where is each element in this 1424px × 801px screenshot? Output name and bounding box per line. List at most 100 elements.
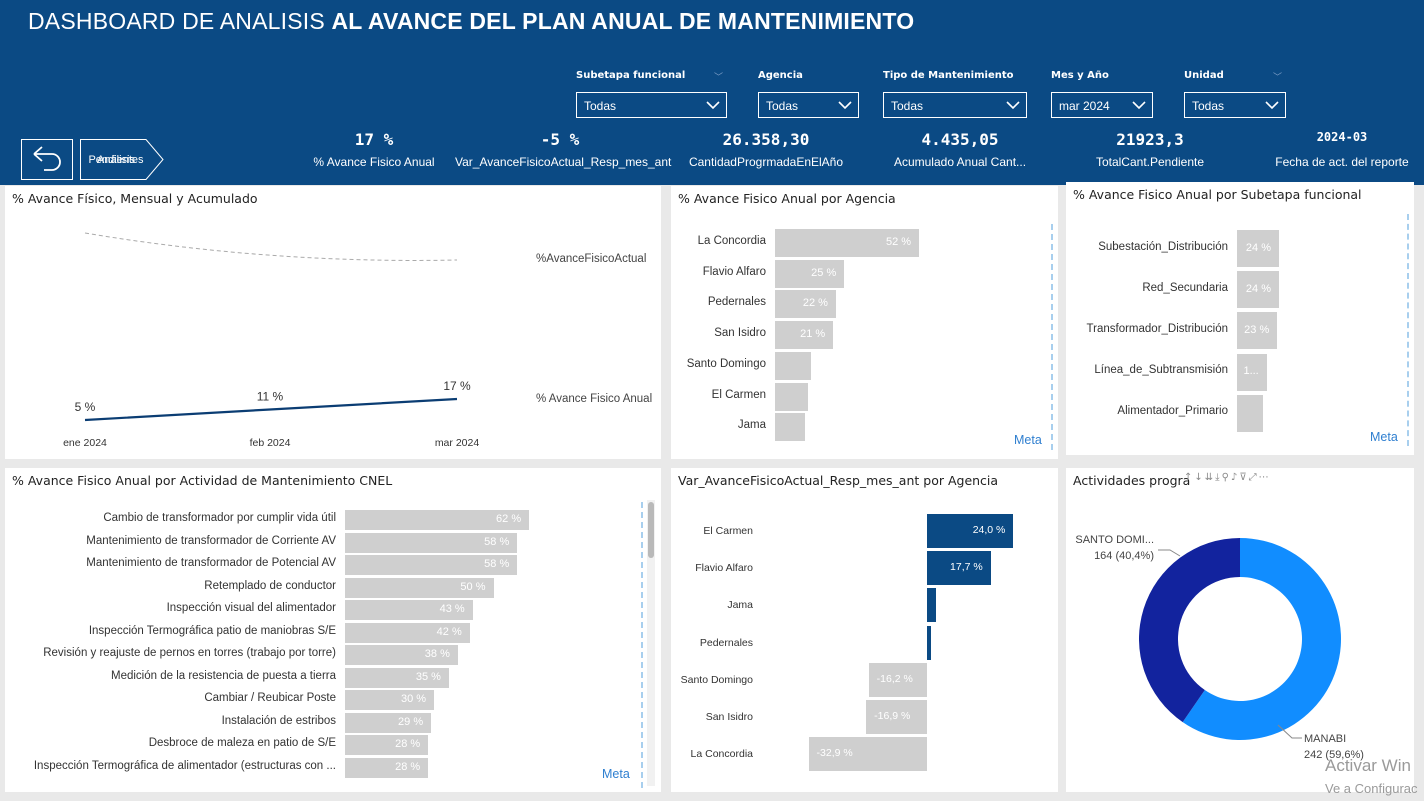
donut-chart: SANTO DOMI... 164 (40,4%) MANABI 242 (59,6%…	[1075, 534, 1364, 761]
slicer-dropdown[interactable]: Todas	[883, 92, 1027, 118]
bar: -32,9 %	[808, 737, 927, 772]
category-label: Jama	[727, 599, 753, 612]
meta-line	[1407, 214, 1409, 446]
slicer-agencia: Agencia Todas	[758, 70, 859, 118]
kpi-card: 17 % % Avance Fisico Anual	[306, 130, 442, 169]
slicer-unidad: Unidad ﹀ Todas	[1184, 70, 1286, 118]
slicer-label: Tipo de Mantenimiento	[883, 70, 1014, 81]
slice-value-label: 242 (59,6%)	[1304, 749, 1364, 761]
bar	[927, 588, 936, 623]
down-arrow-icon[interactable]: ↓	[1194, 472, 1205, 483]
title-light: DASHBOARD DE ANALISIS	[28, 8, 325, 34]
monthly-progress-panel: % Avance Físico, Mensual y Acumulado 5 %…	[5, 186, 661, 459]
kpi-value: 26.358,30	[722, 130, 810, 149]
bar	[927, 625, 932, 660]
kpi-label: Fecha de act. del reporte	[1275, 155, 1409, 169]
x-tick-label: mar 2024	[435, 437, 480, 449]
scrollbar-track[interactable]	[647, 500, 655, 786]
pin-icon[interactable]: ⚲	[1221, 472, 1231, 483]
slicer-subetapa: Subetapa funcional ﹀ Todas	[576, 70, 727, 118]
slicer-dropdown[interactable]: Todas	[758, 92, 859, 118]
panel-title: % Avance Fisico Anual por Actividad de M…	[12, 473, 393, 488]
data-label: 29 %	[398, 715, 424, 728]
slicer-value: Todas	[766, 99, 799, 113]
bar: 1...	[1237, 353, 1267, 391]
visual-header-toolbar[interactable]: ↑↓⇊⤓⚲♪⊽⤢⋯	[1184, 472, 1271, 483]
slicer-value: Todas	[891, 99, 924, 113]
kpi-card: 21923,3 TotalCant.Pendiente	[1085, 130, 1215, 169]
slicer-label: Agencia	[758, 70, 803, 81]
back-button[interactable]	[21, 139, 73, 180]
slicer-value: Todas	[584, 99, 617, 113]
chevron-down-icon	[1132, 101, 1146, 110]
pending-analysis-button[interactable]: Análisis Pendientes	[80, 139, 164, 180]
leader-line	[1158, 549, 1181, 557]
kpi-label: Var_AvanceFisicoActual_Resp_mes_ant	[455, 155, 672, 169]
panel-title: % Avance Físico, Mensual y Acumulado	[12, 191, 258, 206]
data-label: 1...	[1243, 365, 1259, 378]
up-arrow-icon[interactable]: ↑	[1184, 472, 1195, 483]
data-label: 35 %	[415, 670, 441, 683]
bar	[775, 413, 806, 442]
slicer-label: Mes y Año	[1051, 70, 1109, 81]
data-label: 62 %	[496, 513, 522, 525]
bar: 42 %	[345, 622, 470, 643]
chevron-down-icon[interactable]: ﹀	[1272, 73, 1282, 83]
bar	[775, 382, 809, 411]
scrollbar-thumb[interactable]	[648, 502, 654, 558]
slicer-tipo: Tipo de Mantenimiento Todas	[883, 70, 1027, 118]
donut-slice	[1139, 538, 1240, 723]
series-line-actual	[84, 232, 458, 261]
bell-icon[interactable]: ♪	[1230, 472, 1240, 483]
kpi-value: 2024-03	[1316, 130, 1368, 144]
data-label: 42 %	[436, 625, 462, 638]
chevron-down-icon	[1006, 101, 1020, 110]
bar: 30 %	[345, 690, 435, 710]
bar: 29 %	[345, 712, 432, 733]
drill-down-icon[interactable]: ⇊	[1204, 472, 1216, 483]
category-label: Instalación de estribos	[221, 714, 336, 727]
data-label: 24,0 %	[972, 524, 1006, 536]
data-label: 25 %	[811, 266, 837, 279]
slice-category-label: MANABI	[1304, 733, 1346, 745]
bar: 24,0 %	[927, 514, 1014, 548]
focus-icon[interactable]: ⤢	[1248, 472, 1259, 483]
category-label: Santo Domingo	[680, 673, 753, 686]
kpi-label: % Avance Fisico Anual	[313, 155, 435, 169]
bar: 23 %	[1237, 312, 1278, 350]
category-label: Línea_de_Subtransmisión	[1094, 364, 1228, 377]
slicer-dropdown[interactable]: Todas	[576, 92, 727, 118]
activities-donut-panel: Actividades progra ↑↓⇊⤓⚲♪⊽⤢⋯ SANTO DOMI.…	[1066, 468, 1414, 792]
bar	[1237, 394, 1264, 432]
panel-title: Actividades progra	[1073, 473, 1191, 488]
bar: 28 %	[345, 757, 429, 778]
line-chart: 5 % 11 % 17 % ene 2024 feb 2024 mar 2024 %Avan…	[63, 232, 652, 449]
category-label: San Isidro	[714, 327, 766, 340]
slice-value-label: 164 (40,4%)	[1094, 550, 1154, 562]
data-label: 38 %	[424, 648, 450, 660]
expand-icon[interactable]: ⤓	[1215, 472, 1222, 483]
more-options-icon[interactable]: ⋯	[1258, 472, 1271, 483]
slicer-dropdown[interactable]: mar 2024	[1051, 92, 1153, 118]
x-tick-label: feb 2024	[250, 437, 291, 449]
data-label: 43 %	[439, 603, 465, 615]
chevron-down-icon	[1265, 101, 1279, 110]
data-label: 58 %	[484, 558, 510, 570]
bar: 52 %	[775, 229, 920, 257]
slicer-label: Subetapa funcional	[576, 70, 686, 81]
data-label: 21 %	[800, 328, 826, 341]
data-label: 30 %	[401, 693, 427, 705]
slicer-dropdown[interactable]: Todas	[1184, 92, 1286, 118]
category-label: La Concordia	[690, 748, 753, 761]
kpi-value: 17 %	[354, 130, 394, 149]
kpi-card: 26.358,30 CantidadProgrmadaEnElAño	[676, 130, 856, 169]
donut-slice	[1182, 538, 1341, 740]
bar: 22 %	[775, 290, 836, 319]
category-label: San Isidro	[705, 711, 753, 723]
bar: 62 %	[345, 510, 530, 530]
filter-icon[interactable]: ⊽	[1239, 472, 1249, 483]
chevron-down-icon	[706, 101, 720, 110]
slicer-label: Unidad	[1184, 70, 1224, 81]
chevron-down-icon[interactable]: ﹀	[713, 73, 723, 83]
category-label: Inspección Termográfica patio de maniobr…	[88, 624, 336, 637]
